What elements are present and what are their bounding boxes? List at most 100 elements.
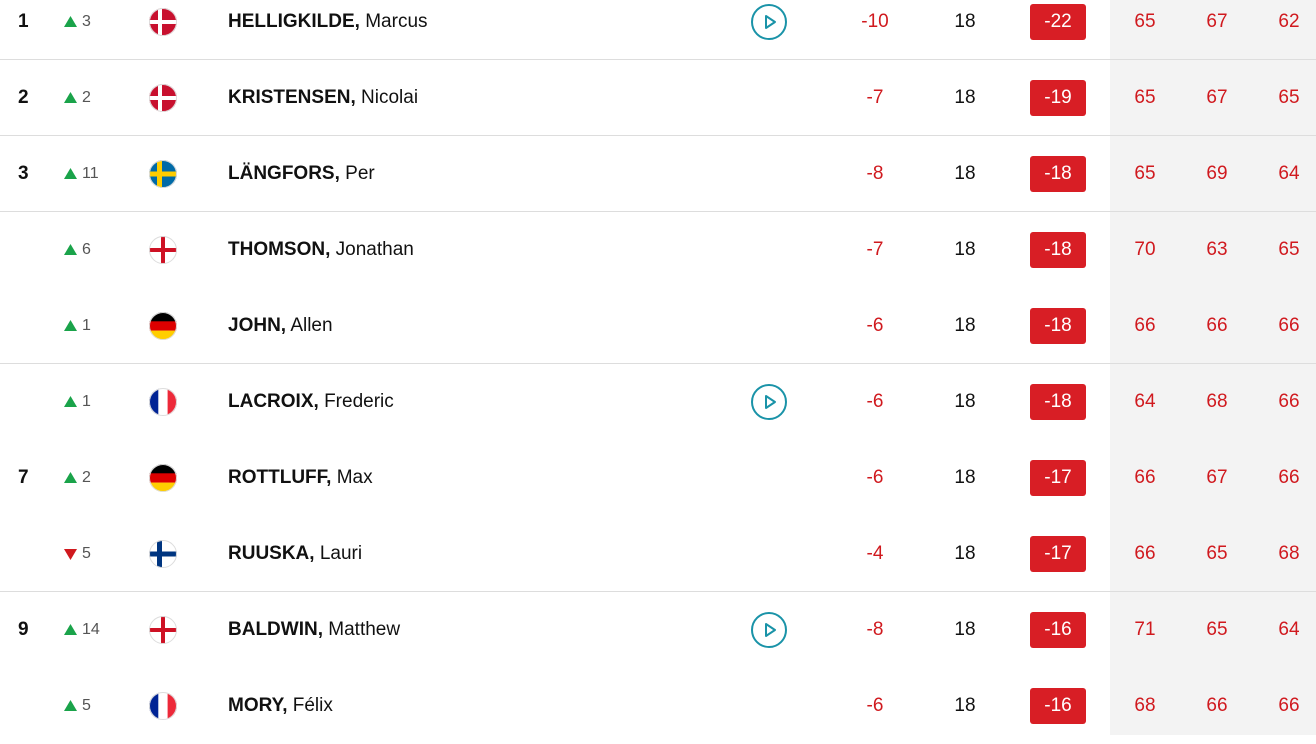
round-score: 66 (1278, 695, 1300, 716)
flag (149, 388, 177, 421)
icon-part (149, 96, 177, 100)
round-score: 62 (1278, 11, 1300, 32)
round-score: 65 (1134, 163, 1156, 184)
flag (149, 464, 177, 497)
movement: 1 (82, 317, 91, 334)
play-button[interactable] (751, 384, 787, 425)
movement-arrow (64, 15, 77, 33)
movement: 3 (82, 13, 91, 30)
icon-part (149, 248, 177, 252)
round-score: 65 (1134, 11, 1156, 32)
icon-part (64, 472, 77, 483)
player-name: BALDWIN, Matthew (228, 592, 400, 668)
round-score: 66 (1278, 315, 1300, 336)
icon (64, 16, 77, 27)
movement-arrow (64, 319, 77, 337)
today-score: -8 (866, 163, 884, 184)
first-name: Per (345, 163, 375, 184)
round-score: 65 (1278, 87, 1300, 108)
player-name: ROTTLUFF, Max (228, 440, 373, 516)
leaderboard-row: 6 THOMSON, Jonathan -7 18 -18 70 63 65 (0, 212, 1316, 288)
icon-part (149, 388, 177, 416)
icon (64, 320, 77, 331)
icon-part (149, 312, 177, 340)
icon-part (64, 624, 77, 635)
icon-part (149, 482, 177, 492)
last-name: ROTTLUFF, (228, 467, 332, 488)
icon-part (149, 464, 177, 492)
rounds-background (1110, 0, 1316, 735)
flag (149, 160, 177, 193)
icon-part (149, 464, 177, 492)
icon-part (149, 551, 177, 557)
today-score: -6 (866, 315, 884, 336)
icon-part (149, 464, 177, 474)
round-score: 68 (1206, 391, 1228, 412)
today-score: -6 (866, 467, 884, 488)
thru: 18 (954, 543, 976, 564)
leaderboard-row: 2 2 KRISTENSEN, Nicolai -7 18 -19 65 67 65 (0, 60, 1316, 136)
icon-part (64, 16, 77, 27)
round-score: 67 (1206, 467, 1228, 488)
total-score: -18 (1030, 384, 1086, 420)
icon-part (149, 171, 177, 177)
icon (64, 472, 77, 483)
leaderboard-row: 1 LACROIX, Frederic -6 18 -18 64 68 66 (0, 364, 1316, 440)
movement-arrow (64, 395, 77, 413)
flag (149, 8, 177, 41)
icon-part (149, 692, 159, 720)
play-button[interactable] (751, 612, 787, 653)
icon (64, 700, 77, 711)
icon (149, 692, 177, 720)
total-score: -18 (1030, 232, 1086, 268)
flag (149, 236, 177, 269)
today-score: -6 (866, 695, 884, 716)
icon (149, 464, 177, 492)
total-score: -18 (1030, 156, 1086, 192)
movement: 5 (82, 697, 91, 714)
leaderboard-row: 1 3 HELLIGKILDE, Marcus -10 18 -22 65 67 62 (0, 0, 1316, 60)
thru: 18 (954, 239, 976, 260)
last-name: JOHN, (228, 315, 287, 336)
movement-arrow (64, 623, 77, 641)
total-score: -16 (1030, 612, 1086, 648)
flag (149, 616, 177, 649)
icon-part (64, 549, 77, 560)
icon-part (149, 8, 177, 36)
round-score: 66 (1278, 467, 1300, 488)
round-score: 64 (1278, 619, 1300, 640)
first-name: Lauri (319, 543, 363, 564)
icon-part (64, 320, 77, 331)
today-score: -4 (866, 543, 884, 564)
icon (64, 168, 77, 179)
thru: 18 (954, 467, 976, 488)
icon-part (167, 388, 177, 416)
first-name: Max (336, 467, 373, 488)
icon-part (149, 312, 177, 340)
round-score: 66 (1278, 391, 1300, 412)
player-name: MORY, Félix (228, 668, 333, 744)
player-name: RUUSKA, Lauri (228, 516, 362, 592)
leaderboard-row: 5 RUUSKA, Lauri -4 18 -17 66 65 68 (0, 516, 1316, 592)
play-button[interactable] (751, 4, 787, 45)
last-name: LÄNGFORS, (228, 163, 340, 184)
player-name: LACROIX, Frederic (228, 364, 394, 440)
icon (64, 396, 77, 407)
icon-part (765, 15, 776, 29)
icon-part (765, 395, 776, 409)
movement-arrow (64, 471, 77, 489)
today-score: -10 (861, 11, 889, 32)
movement: 5 (82, 545, 91, 562)
movement-arrow (64, 699, 77, 717)
today-score: -6 (866, 391, 884, 412)
icon (149, 8, 177, 36)
first-name: Frederic (324, 391, 394, 412)
last-name: RUUSKA, (228, 543, 315, 564)
round-score: 64 (1278, 163, 1300, 184)
icon-part (149, 628, 177, 632)
icon-part (149, 388, 177, 416)
icon-part (149, 84, 177, 112)
flag (149, 540, 177, 573)
last-name: BALDWIN, (228, 619, 323, 640)
